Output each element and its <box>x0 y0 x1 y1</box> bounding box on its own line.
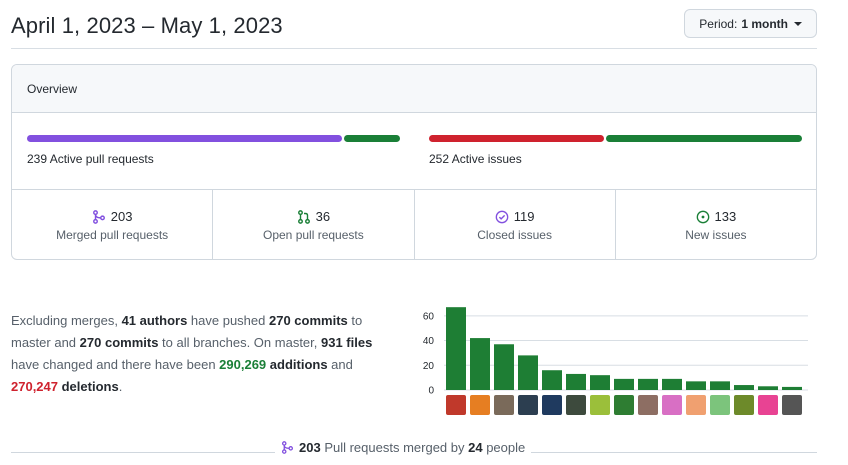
contributor-avatar[interactable] <box>446 395 466 415</box>
y-tick-label: 60 <box>423 311 435 322</box>
summary-text: . <box>118 379 123 394</box>
closed-issue-icon <box>495 210 509 223</box>
contributor-avatar[interactable] <box>734 395 754 415</box>
pull-requests-summary[interactable]: 239 Active pull requests <box>27 135 400 166</box>
authors-count-link[interactable]: 41 authors <box>121 313 188 328</box>
stat-closed-issues[interactable]: 119 Closed issues <box>415 190 616 259</box>
commit-bar[interactable] <box>686 381 706 390</box>
additions-count: 290,269 <box>219 357 267 372</box>
summary-text: have pushed <box>187 313 269 328</box>
page-header: April 1, 2023 – May 1, 2023 Period: 1 mo… <box>11 0 817 49</box>
commits-master-link[interactable]: 270 commits <box>269 313 348 328</box>
commit-bar[interactable] <box>638 378 658 390</box>
commit-bar[interactable] <box>590 375 610 390</box>
merged-pr-label: Merged pull requests <box>56 228 169 242</box>
contributor-avatar[interactable] <box>710 395 730 415</box>
y-tick-label: 40 <box>423 336 435 347</box>
summary-text: to all branches. On master, <box>158 335 321 350</box>
active-issues-label: 252 Active issues <box>429 152 522 166</box>
contributor-avatar[interactable] <box>494 395 514 415</box>
deletions-count: 270,247 <box>11 379 58 394</box>
pull-requests-segment <box>27 135 343 142</box>
merged-prs-footer: 203 Pull requests merged by 24 people <box>275 440 532 455</box>
pull-requests-segment <box>344 135 400 142</box>
issues-summary[interactable]: 252 Active issues <box>429 135 802 166</box>
stat-merged-pull-requests[interactable]: 203 Merged pull requests <box>12 190 214 259</box>
contributor-avatar[interactable] <box>542 395 562 415</box>
caret-down-icon <box>794 21 802 26</box>
files-changed-count: 931 files <box>321 335 373 350</box>
y-tick-label: 0 <box>428 386 434 397</box>
overview-header: Overview <box>12 65 816 113</box>
merged-pr-icon <box>281 441 294 454</box>
commit-bar[interactable] <box>734 385 754 390</box>
open-pr-label: Open pull requests <box>263 228 364 242</box>
stat-new-issues[interactable]: 133 New issues <box>616 190 816 259</box>
commit-bar[interactable] <box>782 386 802 390</box>
summary-text: have changed and there have been <box>11 357 220 372</box>
period-label: Period: <box>699 16 738 31</box>
commit-bar[interactable] <box>542 370 562 390</box>
contributor-avatar[interactable] <box>782 395 802 415</box>
y-tick-label: 20 <box>423 361 435 372</box>
commit-bar[interactable] <box>614 378 634 390</box>
issues-progress-bar <box>429 135 802 142</box>
merged-pr-icon <box>92 209 105 224</box>
period-dropdown-button[interactable]: Period: 1 month <box>684 9 817 38</box>
pull-requests-progress-bar <box>27 135 400 142</box>
issues-segment <box>429 135 605 142</box>
footer-text: people <box>482 440 526 455</box>
additions-word: additions <box>266 357 328 372</box>
contributor-avatar[interactable] <box>614 395 634 415</box>
commit-bar[interactable] <box>758 386 778 390</box>
closed-issues-count: 119 <box>513 209 535 224</box>
overview-box: Overview 239 Active pull requests 252 Ac… <box>11 64 817 260</box>
active-pull-requests-label: 239 Active pull requests <box>27 152 154 166</box>
contributor-avatar[interactable] <box>590 395 610 415</box>
deletions-word: deletions <box>58 379 119 394</box>
commit-summary-text: Excluding merges, 41 authors have pushed… <box>11 310 403 398</box>
open-pr-icon <box>297 209 310 224</box>
merged-prs-count: 203 <box>299 440 321 455</box>
issues-segment <box>606 135 802 142</box>
period-value: 1 month <box>741 16 788 31</box>
stat-open-pull-requests[interactable]: 36 Open pull requests <box>213 190 415 259</box>
contributor-avatar[interactable] <box>758 395 778 415</box>
contributors-commit-chart: 0 20 40 60 <box>423 307 808 397</box>
summary-text: to master and <box>11 313 363 350</box>
commit-bar[interactable] <box>446 307 466 390</box>
footer-text: Pull requests merged by <box>320 440 469 455</box>
commit-bar[interactable] <box>470 338 490 390</box>
closed-issues-label: Closed issues <box>477 228 552 242</box>
summary-text: and <box>327 357 353 372</box>
people-count: 24 <box>468 440 483 455</box>
new-issues-label: New issues <box>685 228 747 242</box>
commits-all-link[interactable]: 270 commits <box>79 335 159 350</box>
date-range-title: April 1, 2023 – May 1, 2023 <box>11 13 283 38</box>
overview-stats: 203 Merged pull requests 36 Open pull re… <box>12 190 816 259</box>
overview-title: Overview <box>27 81 78 96</box>
contributor-avatar[interactable] <box>686 395 706 415</box>
commit-bar[interactable] <box>494 344 514 390</box>
commit-bar[interactable] <box>662 378 682 390</box>
open-issue-icon <box>696 210 709 223</box>
contributor-avatar[interactable] <box>566 395 586 415</box>
commit-bar[interactable] <box>710 381 730 390</box>
open-pr-count: 36 <box>315 209 331 224</box>
contributor-avatar[interactable] <box>518 395 538 415</box>
contributor-avatar[interactable] <box>470 395 490 415</box>
summary-text: Excluding merges, <box>11 313 122 328</box>
commit-bar[interactable] <box>566 373 586 390</box>
contributor-avatar[interactable] <box>662 395 682 415</box>
commit-bar[interactable] <box>518 355 538 390</box>
merged-pr-count: 203 <box>110 209 133 224</box>
new-issues-count: 133 <box>714 209 737 224</box>
activity-bars: 239 Active pull requests 252 Active issu… <box>12 113 816 190</box>
contributor-avatar[interactable] <box>638 395 658 415</box>
